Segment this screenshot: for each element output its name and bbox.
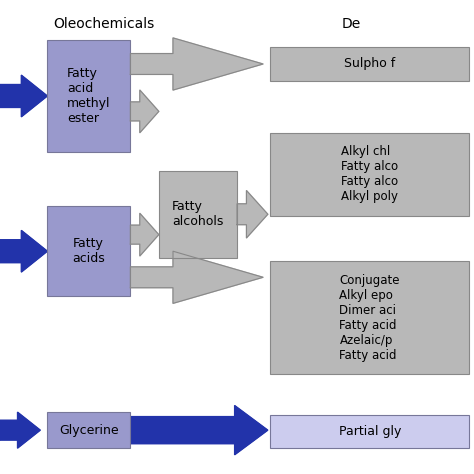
FancyBboxPatch shape — [270, 415, 469, 448]
Text: Partial gly: Partial gly — [338, 425, 401, 438]
Polygon shape — [130, 251, 263, 303]
FancyBboxPatch shape — [270, 133, 469, 216]
Polygon shape — [0, 75, 47, 117]
Polygon shape — [130, 38, 263, 90]
Polygon shape — [130, 90, 159, 133]
Polygon shape — [130, 406, 268, 455]
Polygon shape — [130, 213, 159, 256]
Text: Fatty
acid
methyl
ester: Fatty acid methyl ester — [67, 67, 110, 125]
Text: Sulpho f: Sulpho f — [344, 57, 395, 71]
FancyBboxPatch shape — [47, 40, 130, 152]
Text: Fatty
alcohols: Fatty alcohols — [172, 201, 224, 228]
Text: Alkyl chl
Fatty alco
Fatty alco
Alkyl poly: Alkyl chl Fatty alco Fatty alco Alkyl po… — [341, 145, 398, 203]
Text: Fatty
acids: Fatty acids — [73, 237, 105, 265]
FancyBboxPatch shape — [270, 261, 469, 374]
Polygon shape — [0, 230, 47, 272]
FancyBboxPatch shape — [47, 206, 130, 296]
FancyBboxPatch shape — [270, 47, 469, 81]
Text: De: De — [341, 17, 361, 31]
FancyBboxPatch shape — [47, 412, 130, 448]
FancyBboxPatch shape — [159, 171, 237, 258]
Polygon shape — [0, 412, 40, 448]
Text: Glycerine: Glycerine — [59, 424, 118, 437]
Polygon shape — [237, 191, 268, 238]
Text: Conjugate
Alkyl epo
Dimer aci
Fatty acid
Azelaic/p
Fatty acid: Conjugate Alkyl epo Dimer aci Fatty acid… — [339, 273, 400, 362]
Text: Oleochemicals: Oleochemicals — [54, 17, 155, 31]
